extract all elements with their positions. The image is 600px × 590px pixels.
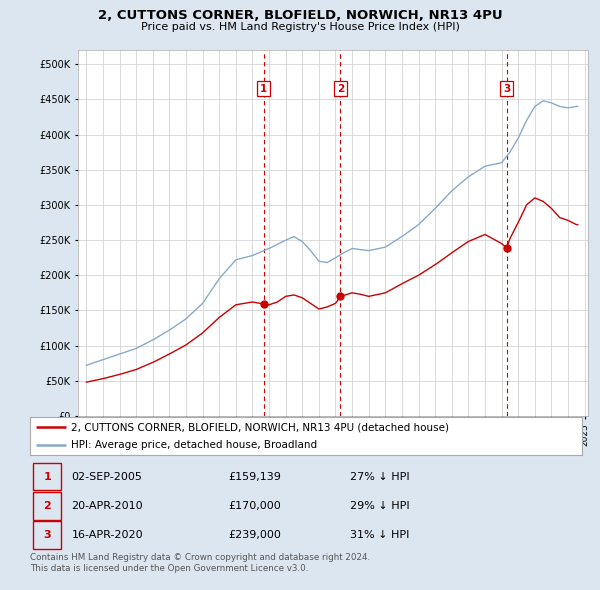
Text: £239,000: £239,000 [229,530,281,540]
FancyBboxPatch shape [33,463,61,490]
Text: £170,000: £170,000 [229,501,281,511]
Text: 2, CUTTONS CORNER, BLOFIELD, NORWICH, NR13 4PU (detached house): 2, CUTTONS CORNER, BLOFIELD, NORWICH, NR… [71,422,449,432]
FancyBboxPatch shape [33,492,61,520]
Text: Price paid vs. HM Land Registry's House Price Index (HPI): Price paid vs. HM Land Registry's House … [140,22,460,32]
Text: £159,139: £159,139 [229,471,281,481]
FancyBboxPatch shape [33,522,61,549]
Text: Contains HM Land Registry data © Crown copyright and database right 2024.
This d: Contains HM Land Registry data © Crown c… [30,553,370,573]
Text: 16-APR-2020: 16-APR-2020 [71,530,143,540]
Text: HPI: Average price, detached house, Broadland: HPI: Average price, detached house, Broa… [71,440,317,450]
Text: 02-SEP-2005: 02-SEP-2005 [71,471,142,481]
Text: 2: 2 [43,501,51,511]
Text: 1: 1 [43,471,51,481]
Text: 3: 3 [503,84,510,94]
Text: 1: 1 [260,84,267,94]
Text: 3: 3 [43,530,51,540]
Text: 20-APR-2010: 20-APR-2010 [71,501,143,511]
Text: 29% ↓ HPI: 29% ↓ HPI [350,501,410,511]
Text: 2: 2 [337,84,344,94]
Text: 31% ↓ HPI: 31% ↓ HPI [350,530,410,540]
Text: 27% ↓ HPI: 27% ↓ HPI [350,471,410,481]
Text: 2, CUTTONS CORNER, BLOFIELD, NORWICH, NR13 4PU: 2, CUTTONS CORNER, BLOFIELD, NORWICH, NR… [98,9,502,22]
